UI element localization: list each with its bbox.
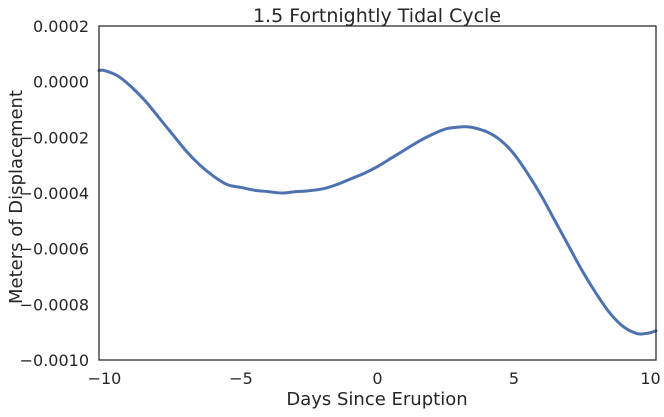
y-tick-label: −0.0008 [20, 295, 89, 314]
x-tick-label: 5 [509, 369, 519, 388]
y-tick-label: −0.0010 [20, 351, 89, 370]
series-line [97, 68, 658, 336]
y-tick-label: −0.0006 [20, 240, 89, 259]
x-tick-label: 0 [372, 369, 382, 388]
y-tick-label: 0.0000 [33, 73, 89, 92]
plot-frame [98, 25, 657, 361]
x-axis-ticks: −10 −5 0 5 10 [88, 369, 661, 388]
y-tick-label: −0.0002 [20, 128, 89, 147]
x-tick-label: −5 [229, 369, 253, 388]
y-axis-label: Meters of Displacement [6, 90, 27, 304]
y-axis-ticks: 0.0002 0.0000 −0.0002 −0.0004 −0.0006 −0.0008… [20, 17, 89, 370]
y-tick-label: −0.0004 [20, 184, 89, 203]
x-tick-label: −10 [88, 369, 122, 388]
chart-title: 1.5 Fortnightly Tidal Cycle [253, 5, 501, 27]
x-tick-label: 10 [640, 369, 660, 388]
x-axis-label: Days Since Eruption [286, 389, 467, 410]
y-tick-label: 0.0002 [33, 17, 89, 36]
